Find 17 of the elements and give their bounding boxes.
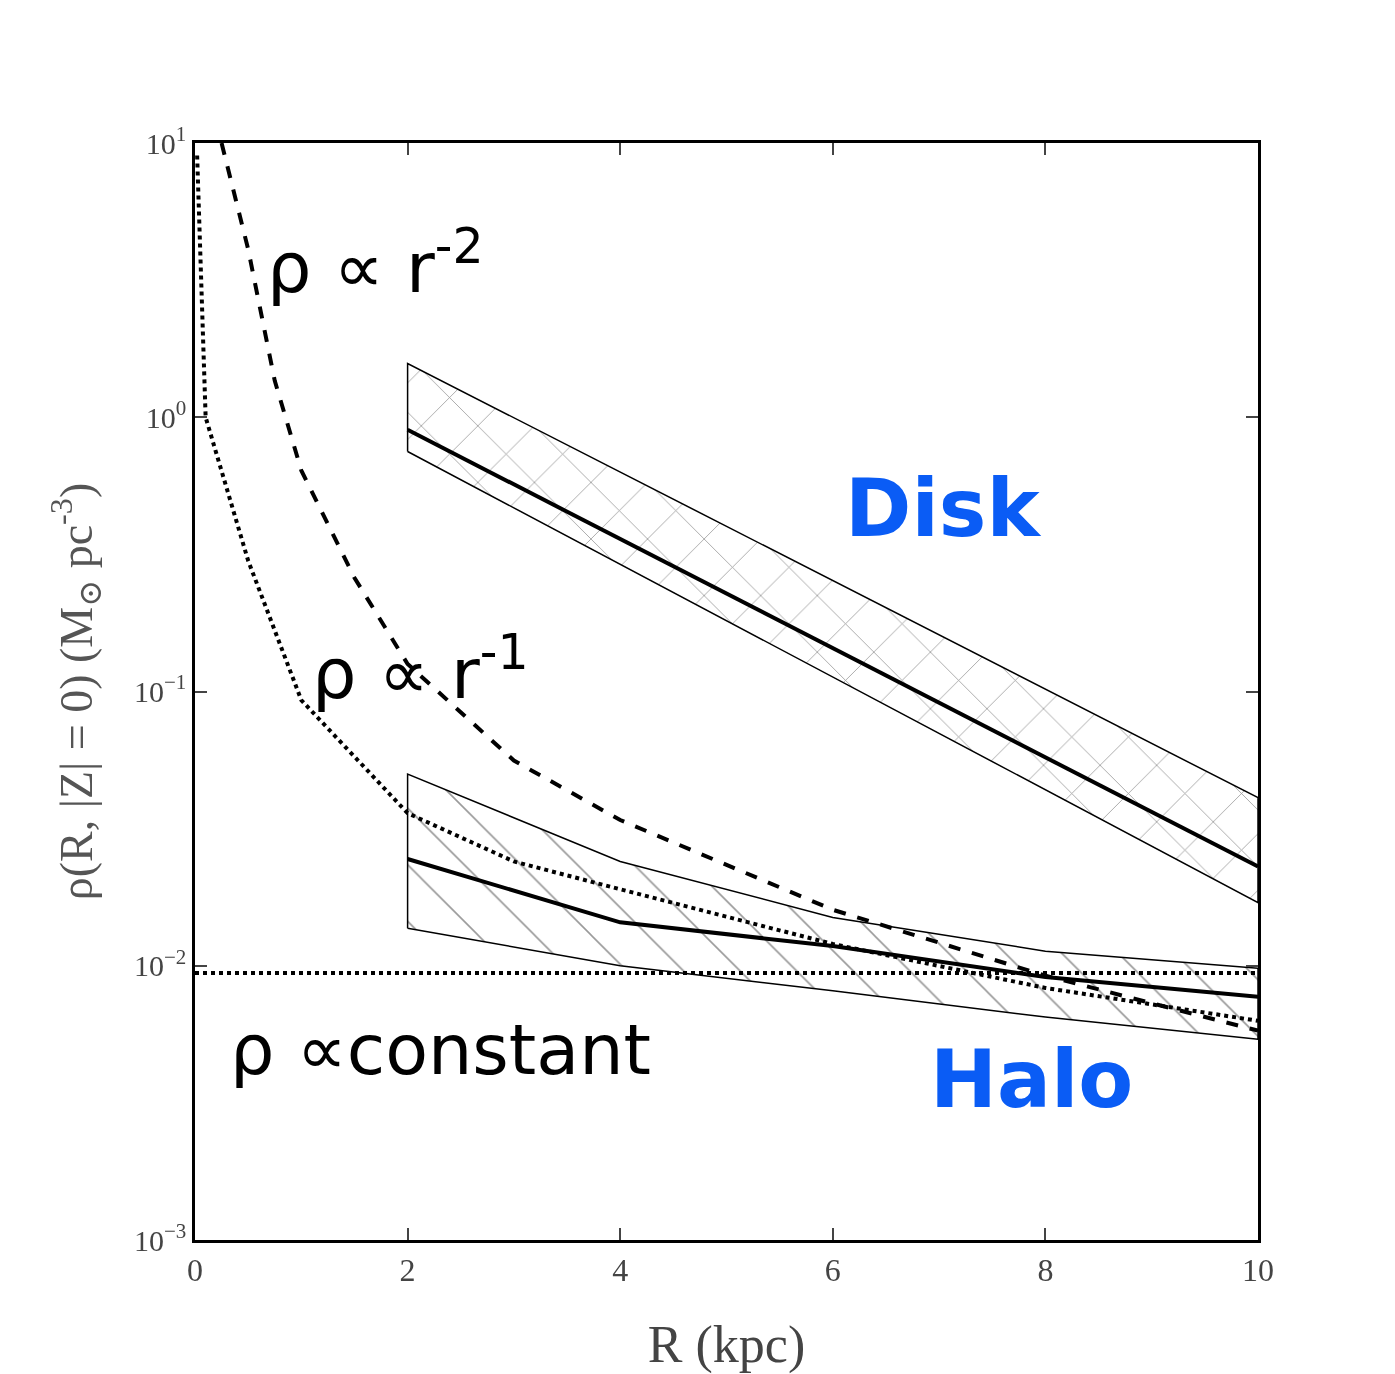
annotation: ρ ∝constant <box>230 1009 651 1091</box>
x-tick-label: 6 <box>824 1252 841 1289</box>
x-tick-label: 8 <box>1037 1252 1054 1289</box>
x-tick-label: 4 <box>612 1252 629 1289</box>
y-tick-label: 10$^{−1}$ <box>133 670 187 708</box>
y-tick-label: 10$^{−3}$ <box>133 1218 187 1257</box>
annotation: ρ ∝ r$^{-2}$ <box>267 218 484 310</box>
x-axis-title: R (kpc) <box>647 1316 806 1374</box>
y-tick-label: 10$^{1}$ <box>145 121 187 160</box>
y-tick-label: 10$^{0}$ <box>145 396 187 434</box>
y-tick-label: 10$^{−2}$ <box>133 944 187 983</box>
x-tick-label: 2 <box>399 1252 416 1289</box>
x-tick-label: 10 <box>1242 1252 1274 1289</box>
x-tick-label: 0 <box>187 1252 203 1289</box>
annotation: Halo <box>930 1033 1134 1126</box>
annotation: Disk <box>845 462 1042 555</box>
annotation: ρ ∝ r$^{-1}$ <box>312 624 529 716</box>
